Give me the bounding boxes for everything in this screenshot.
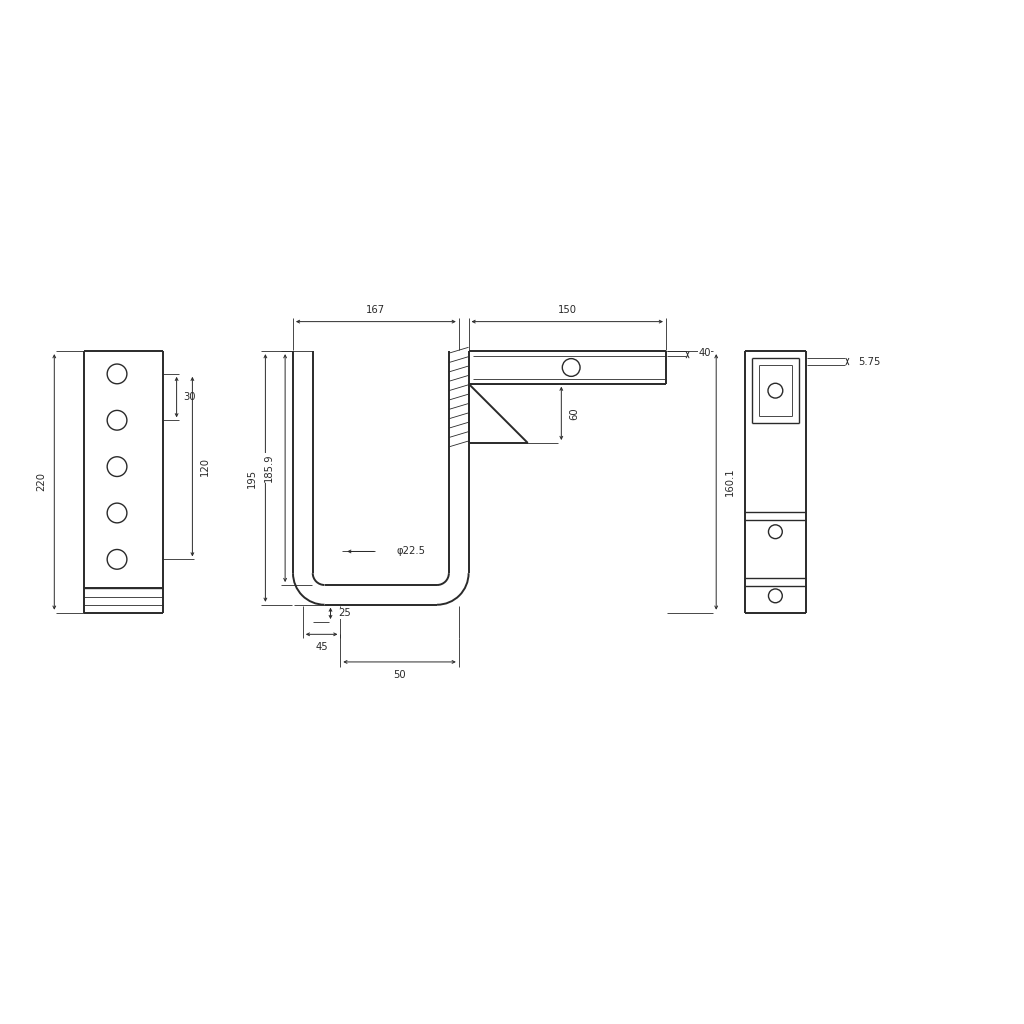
Text: 150: 150 — [558, 305, 577, 314]
Text: 195: 195 — [247, 468, 257, 487]
Text: 167: 167 — [367, 305, 385, 314]
Text: 50: 50 — [393, 670, 406, 680]
Text: 60: 60 — [569, 408, 580, 420]
Text: 160.1: 160.1 — [725, 468, 735, 497]
Text: 185.9: 185.9 — [264, 454, 274, 482]
Text: 220: 220 — [37, 472, 46, 492]
Text: 40: 40 — [698, 348, 711, 358]
Text: 120: 120 — [201, 457, 210, 476]
Text: 25: 25 — [338, 608, 350, 618]
Text: 45: 45 — [315, 642, 328, 652]
Text: 30: 30 — [183, 392, 196, 402]
Text: 5.75: 5.75 — [858, 356, 881, 367]
Text: φ22.5: φ22.5 — [397, 547, 426, 556]
